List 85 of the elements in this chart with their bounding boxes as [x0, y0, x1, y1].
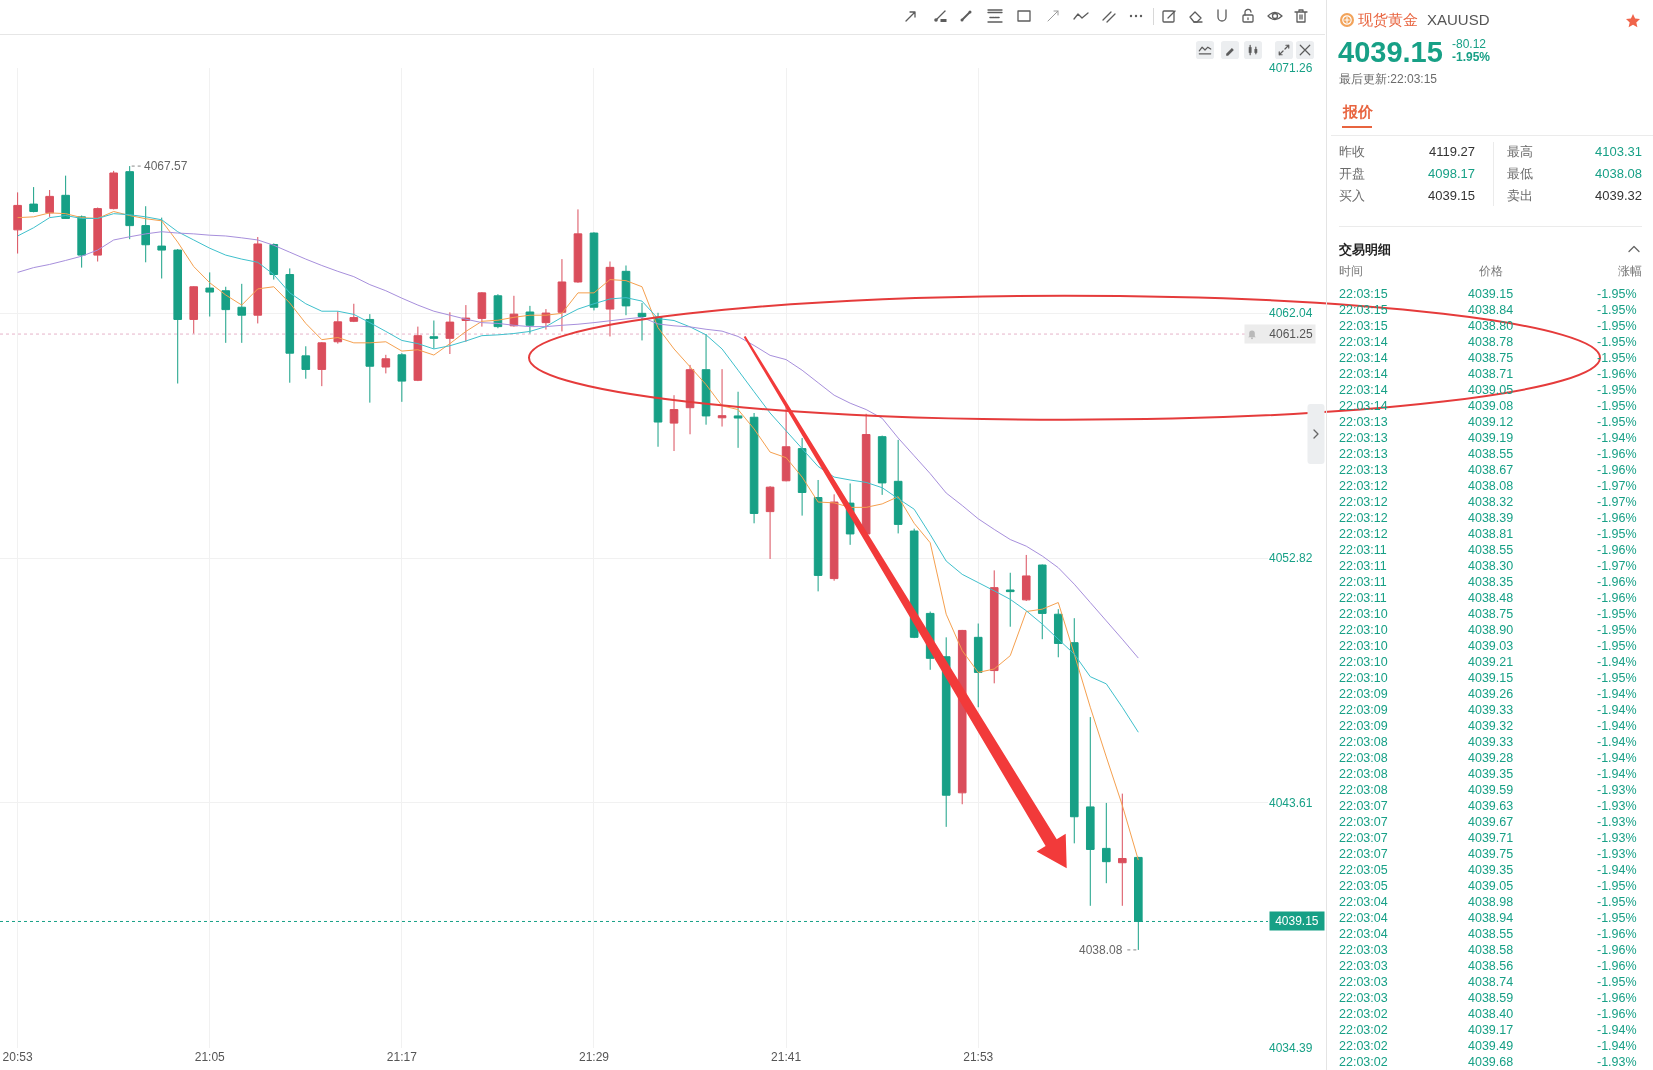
- text: 4038.08: [1595, 166, 1642, 182]
- annotation: 4038.08: [1079, 943, 1123, 957]
- text: 22:03:14 4038.78 -1.95%: [1339, 334, 1637, 350]
- text: 22:03:10 4038.90 -1.95%: [1339, 622, 1637, 638]
- text: 22:03:11 4038.30 -1.97%: [1339, 558, 1637, 574]
- text: 最高: [1507, 144, 1533, 160]
- text: 最低: [1507, 166, 1533, 182]
- text: 22:03:02 4038.40 -1.96%: [1339, 1006, 1637, 1022]
- x-tick-label: 21:05: [194, 1050, 226, 1064]
- x-tick-label: 21:53: [963, 1050, 994, 1064]
- annotation: 4067.57: [144, 159, 188, 173]
- text: 昨收: [1339, 144, 1365, 160]
- text: 22:03:10 4039.15 -1.95%: [1339, 670, 1637, 686]
- text: 22:03:12 4038.39 -1.96%: [1339, 510, 1637, 526]
- text: 22:03:02 4039.49 -1.94%: [1339, 1038, 1637, 1054]
- text: 4039.15: [1338, 35, 1443, 69]
- text: 22:03:04 4038.98 -1.95%: [1339, 894, 1637, 910]
- text: 22:03:10 4039.21 -1.94%: [1339, 654, 1637, 670]
- text: 22:03:07 4039.63 -1.93%: [1339, 798, 1637, 814]
- text: 22:03:15 4038.84 -1.95%: [1339, 302, 1637, 318]
- text: 22:03:02 4039.17 -1.94%: [1339, 1022, 1637, 1038]
- text: 现货黄金: [1358, 11, 1418, 29]
- text: 22:03:03 4038.56 -1.96%: [1339, 958, 1637, 974]
- y-tick-label: 4071.26: [1269, 61, 1313, 76]
- text: 22:03:12 4038.32 -1.97%: [1339, 494, 1637, 510]
- text: 22:03:13 4038.67 -1.96%: [1339, 462, 1637, 478]
- text: 22:03:03 4038.74 -1.95%: [1339, 974, 1637, 990]
- text: 22:03:13 4038.55 -1.96%: [1339, 446, 1637, 462]
- y-tick-label: 4062.04: [1269, 306, 1313, 321]
- text: 22:03:13 4039.12 -1.95%: [1339, 414, 1637, 430]
- text: 22:03:08 4039.35 -1.94%: [1339, 766, 1637, 782]
- text: 报价: [1343, 103, 1373, 121]
- text: 22:03:09 4039.33 -1.94%: [1339, 702, 1637, 718]
- text: -80.12: [1452, 37, 1487, 51]
- text: -1.95%: [1452, 50, 1491, 64]
- text: 价格: [1479, 263, 1503, 279]
- text: 22:03:11 4038.48 -1.96%: [1339, 590, 1637, 606]
- text: 22:03:11 4038.35 -1.96%: [1339, 574, 1637, 590]
- text: 4098.17: [1428, 166, 1475, 182]
- text: 22:03:15 4039.15 -1.95%: [1339, 286, 1637, 302]
- text: 22:03:13 4039.19 -1.94%: [1339, 430, 1637, 446]
- text: 4119.27: [1428, 144, 1475, 160]
- text: 22:03:14 4038.71 -1.96%: [1339, 366, 1637, 382]
- text: 22:03:10 4038.75 -1.95%: [1339, 606, 1637, 622]
- x-tick-label: 21:41: [771, 1050, 802, 1064]
- x-tick-label: 21:17: [386, 1050, 418, 1064]
- text: 22:03:14 4039.05 -1.95%: [1339, 382, 1637, 398]
- text: 22:03:05 4039.05 -1.95%: [1339, 878, 1637, 894]
- x-tick-label: 21:29: [578, 1050, 610, 1064]
- text: 22:03:03 4038.58 -1.96%: [1339, 942, 1637, 958]
- text: 开盘: [1339, 166, 1365, 182]
- text: 4039.15: [1428, 188, 1475, 204]
- text: 22:03:09 4039.26 -1.94%: [1339, 686, 1637, 702]
- ref-line-label: 4061.25: [1269, 327, 1313, 341]
- text: 22:03:15 4038.80 -1.95%: [1339, 318, 1637, 334]
- text: 22:03:07 4039.75 -1.93%: [1339, 846, 1637, 862]
- x-tick-label: 20:53: [2, 1050, 33, 1064]
- text: 22:03:04 4038.94 -1.95%: [1339, 910, 1637, 926]
- text: 22:03:04 4038.55 -1.96%: [1339, 926, 1637, 942]
- text: 22:03:05 4039.35 -1.94%: [1339, 862, 1637, 878]
- text: 22:03:12 4038.81 -1.95%: [1339, 526, 1637, 542]
- text: 22:03:08 4039.28 -1.94%: [1339, 750, 1637, 766]
- text: 22:03:07 4039.67 -1.93%: [1339, 814, 1637, 830]
- text: 22:03:10 4039.03 -1.95%: [1339, 638, 1637, 654]
- text: 买入: [1339, 188, 1365, 204]
- text: 卖出: [1507, 188, 1533, 204]
- y-tick-label: 4043.61: [1269, 796, 1313, 811]
- text: 时间: [1339, 263, 1363, 279]
- text: 4103.31: [1595, 144, 1642, 160]
- text: 22:03:11 4038.55 -1.96%: [1339, 542, 1637, 558]
- text: 涨幅: [1618, 263, 1642, 279]
- text: 22:03:08 4039.59 -1.93%: [1339, 782, 1637, 798]
- text: 22:03:09 4039.32 -1.94%: [1339, 718, 1637, 734]
- y-tick-label: 4034.39: [1269, 1041, 1313, 1056]
- text: 22:03:08 4039.33 -1.94%: [1339, 734, 1637, 750]
- text: 4039.32: [1595, 188, 1642, 204]
- text: 交易明细: [1339, 242, 1391, 258]
- y-tick-label: 4052.82: [1269, 551, 1313, 566]
- text: 22:03:12 4038.08 -1.97%: [1339, 478, 1637, 494]
- ref-line-label: 4039.15: [1275, 914, 1319, 928]
- text: 最后更新:22:03:15: [1339, 72, 1438, 86]
- text: XAUUSD: [1427, 11, 1490, 29]
- text: 22:03:02 4039.68 -1.93%: [1339, 1054, 1637, 1070]
- text: 22:03:07 4039.71 -1.93%: [1339, 830, 1637, 846]
- text: 22:03:03 4038.59 -1.96%: [1339, 990, 1637, 1006]
